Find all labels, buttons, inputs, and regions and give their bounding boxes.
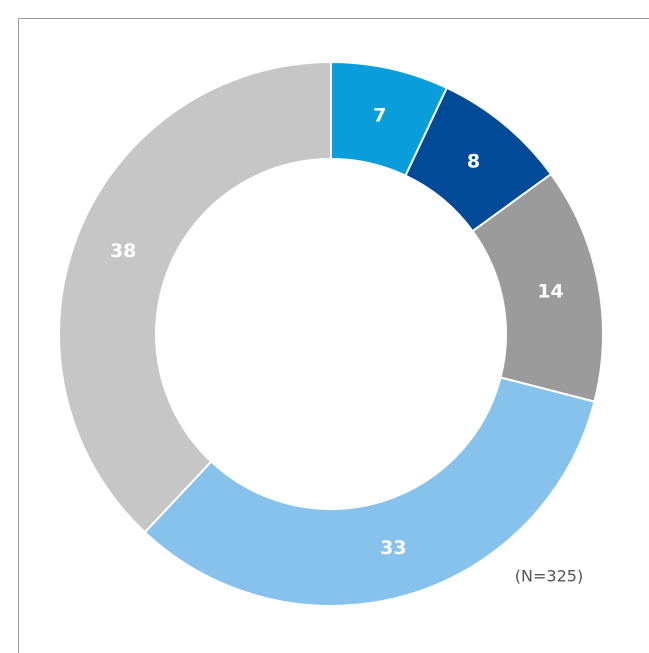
data-label: 7 <box>373 104 386 126</box>
data-label: 38 <box>110 240 136 262</box>
annotation: (N=325) <box>515 567 583 586</box>
data-label: 8 <box>467 150 480 172</box>
donut-segment <box>58 60 332 534</box>
data-label: 33 <box>380 537 406 559</box>
donut-segment <box>143 376 596 607</box>
data-label: 14 <box>537 281 563 303</box>
